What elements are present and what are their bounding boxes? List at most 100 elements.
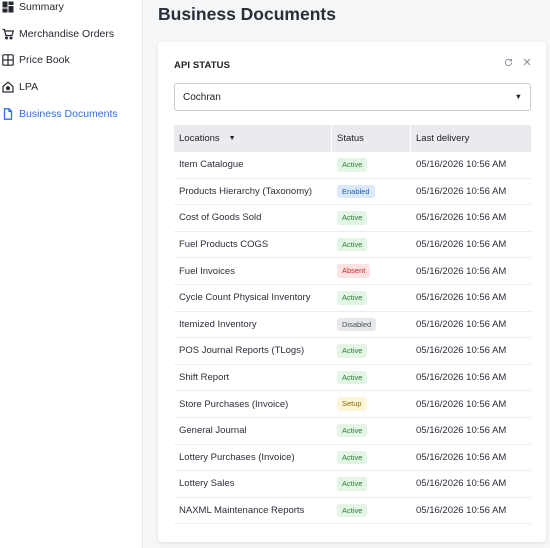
cart-icon	[2, 28, 14, 40]
document-icon	[2, 107, 14, 120]
last-delivery-cell: 05/16/2026 10:56 AM	[416, 265, 507, 277]
status-badge: Active	[337, 503, 368, 518]
column-header-status[interactable]: Status	[332, 125, 411, 152]
sort-down-icon[interactable]: ▼	[228, 135, 236, 142]
last-delivery-cell: 05/16/2026 10:56 AM	[416, 318, 507, 330]
dashboard-icon	[2, 1, 14, 13]
sidebar-item-lpa[interactable]: LPA	[0, 74, 143, 101]
status-badge: Active	[337, 370, 368, 385]
status-badge: Active	[337, 344, 368, 358]
sidebar: Summary Merchandise Orders Price Book LP…	[0, 0, 143, 548]
last-delivery-cell: 05/16/2026 10:56 AM	[416, 239, 507, 251]
status-cell: Enabled	[332, 184, 411, 199]
location-cell: General Journal	[179, 425, 247, 437]
store-select-value: Cochran	[183, 91, 221, 103]
last-delivery-cell: 05/16/2026 10:56 AM	[416, 425, 507, 437]
sidebar-item-merchandise-orders[interactable]: Merchandise Orders	[0, 21, 143, 48]
status-cell: Active	[332, 450, 411, 465]
table-row: Fuel Invoices Absent 05/16/2026 10:56 AM	[174, 258, 531, 285]
status-cell: Absent	[332, 264, 411, 278]
last-delivery-cell: 05/16/2026 10:56 AM	[416, 212, 507, 224]
location-cell: Fuel Products COGS	[179, 239, 269, 251]
table-row: Cost of Goods Sold Active 05/16/2026 10:56…	[174, 205, 531, 232]
sidebar-nav: Summary Merchandise Orders Price Book LP…	[0, 0, 143, 127]
location-cell: NAXML Maintenance Reports	[179, 505, 305, 517]
last-delivery-cell: 05/16/2026 10:56 AM	[416, 451, 507, 463]
status-badge: Setup	[337, 397, 367, 411]
status-badge: Disabled	[337, 317, 377, 332]
location-cell: Fuel Invoices	[179, 265, 235, 277]
sidebar-item-label: LPA	[19, 81, 39, 94]
grid-book-icon	[2, 54, 14, 67]
sidebar-item-summary[interactable]: Summary	[0, 0, 143, 21]
status-cell: Active	[332, 477, 411, 491]
location-cell: Lottery Purchases (Invoice)	[179, 451, 295, 463]
table-row: Fuel Products COGS Active 05/16/2026 10:56…	[174, 232, 531, 259]
table-row: Cycle Count Physical Inventory Active 05/1…	[174, 285, 531, 312]
location-cell: Store Purchases (Invoice)	[179, 398, 289, 410]
last-delivery-cell: 05/16/2026 10:56 AM	[416, 478, 507, 490]
table-row: General Journal Active 05/16/2026 10:56 AM	[174, 418, 531, 445]
location-cell: Lottery Sales	[179, 478, 235, 490]
refresh-icon[interactable]	[503, 58, 513, 69]
status-badge: Active	[337, 158, 368, 172]
sidebar-item-price-book[interactable]: Price Book	[0, 47, 143, 74]
location-cell: POS Journal Reports (TLogs)	[179, 345, 305, 357]
last-delivery-cell: 05/16/2026 10:56 AM	[416, 372, 507, 384]
status-cell: Active	[332, 237, 411, 252]
status-cell: Active	[332, 291, 411, 305]
last-delivery-cell: 05/16/2026 10:56 AM	[416, 185, 507, 197]
status-badge: Enabled	[337, 184, 375, 199]
api-status-table: Locations ▼ Status Last delivery Item Ca…	[174, 125, 531, 525]
location-cell: Itemized Inventory	[179, 318, 257, 330]
status-cell: Setup	[332, 397, 411, 411]
sidebar-item-label: Merchandise Orders	[19, 27, 115, 40]
last-delivery-cell: 05/16/2026 10:56 AM	[416, 345, 507, 357]
page-title: Business Documents	[158, 4, 336, 24]
sidebar-item-label: Summary	[19, 1, 64, 14]
last-delivery-cell: 05/16/2026 10:56 AM	[416, 398, 507, 410]
status-cell: Active	[332, 423, 411, 438]
status-badge: Active	[337, 477, 368, 491]
card-title: API STATUS	[174, 60, 231, 71]
sidebar-item-business-documents[interactable]: Business Documents	[0, 100, 143, 127]
table-body: Item Catalogue Active 05/16/2026 10:56 AM P…	[174, 152, 531, 525]
table-row: Lottery Sales Active 05/16/2026 10:56 AM	[174, 471, 531, 498]
status-cell: Active	[332, 158, 411, 172]
status-cell: Active	[332, 503, 411, 518]
column-header-last-delivery[interactable]: Last delivery	[416, 133, 470, 144]
table-row: Products Hierarchy (Taxonomy) Enabled 05/1…	[174, 179, 531, 206]
chevron-down-icon: ▼	[514, 92, 522, 101]
card-actions	[503, 58, 532, 69]
last-delivery-cell: 05/16/2026 10:56 AM	[416, 159, 507, 171]
table-row: Lottery Purchases (Invoice) Active 05/16/2…	[174, 445, 531, 472]
api-status-card: API STATUS Cochran ▼ Locations ▼ Status …	[158, 42, 546, 542]
location-cell: Cycle Count Physical Inventory	[179, 292, 311, 304]
table-row: NAXML Maintenance Reports Active 05/16/202…	[174, 498, 531, 525]
table-row: Itemized Inventory Disabled 05/16/2026 10:…	[174, 312, 531, 339]
status-cell: Active	[332, 211, 411, 225]
column-header-locations[interactable]: Locations ▼	[174, 125, 332, 152]
status-badge: Absent	[337, 264, 371, 278]
last-delivery-cell: 05/16/2026 10:56 AM	[416, 505, 507, 517]
status-cell: Active	[332, 370, 411, 385]
location-cell: Shift Report	[179, 372, 230, 384]
location-cell: Cost of Goods Sold	[179, 212, 262, 224]
status-badge: Active	[337, 237, 368, 252]
location-cell: Item Catalogue	[179, 159, 244, 171]
status-badge: Active	[337, 450, 368, 465]
table-row: Shift Report Active 05/16/2026 10:56 AM	[174, 365, 531, 392]
sidebar-item-label: Price Book	[19, 54, 70, 67]
table-row: POS Journal Reports (TLogs) Active 05/16/2…	[174, 338, 531, 365]
table-row: Store Purchases (Invoice) Setup 05/16/2026…	[174, 391, 531, 418]
location-cell: Products Hierarchy (Taxonomy)	[179, 185, 313, 197]
house-shield-icon	[2, 81, 14, 93]
table-row: Item Catalogue Active 05/16/2026 10:56 AM	[174, 152, 531, 179]
sidebar-item-label: Business Documents	[19, 107, 118, 120]
store-select[interactable]: Cochran ▼	[174, 83, 531, 111]
table-header: Locations ▼ Status Last delivery	[174, 125, 531, 152]
status-badge: Active	[337, 423, 368, 438]
last-delivery-cell: 05/16/2026 10:56 AM	[416, 292, 507, 304]
close-icon[interactable]	[522, 58, 532, 69]
status-cell: Active	[332, 344, 411, 358]
